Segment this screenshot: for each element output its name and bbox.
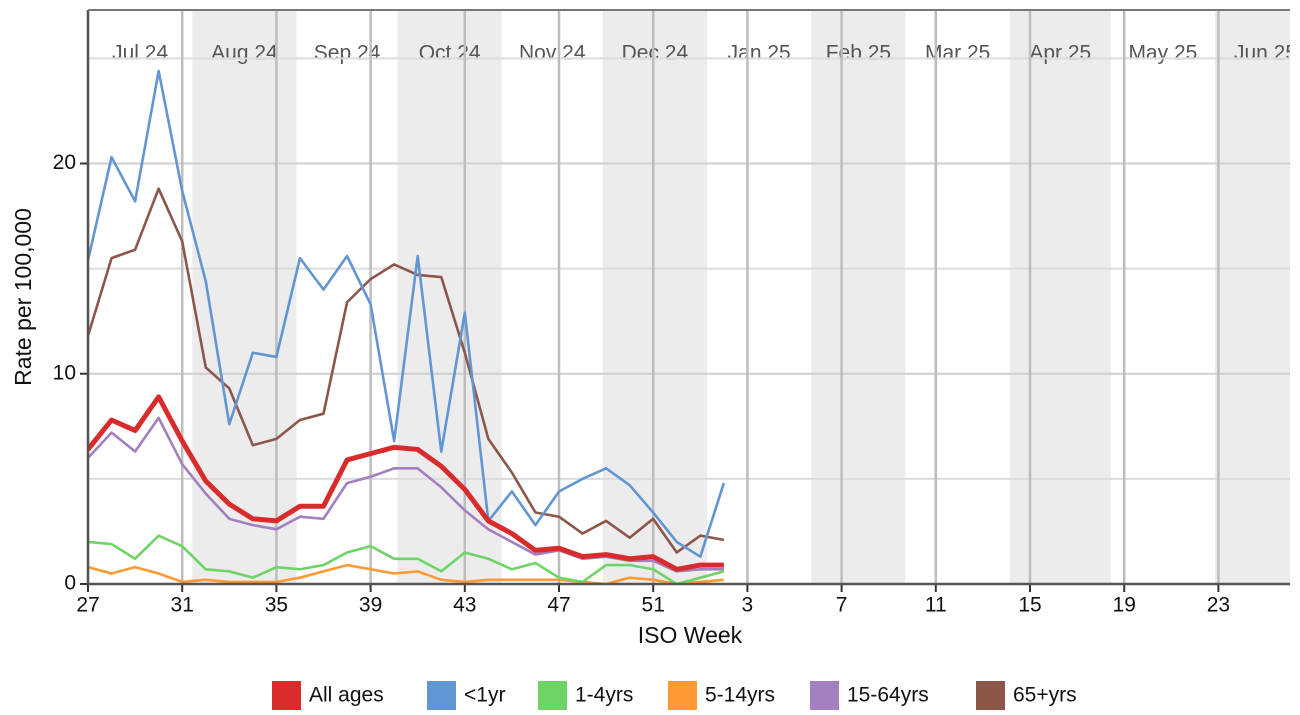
legend-swatch: [272, 681, 301, 710]
y-tick-label: 20: [53, 151, 76, 174]
y-tick-label: 10: [53, 361, 76, 384]
x-tick-label: 31: [171, 594, 194, 617]
month-label: Oct 24: [419, 42, 481, 65]
month-label: Apr 25: [1029, 42, 1091, 65]
x-tick-label: 23: [1207, 594, 1230, 617]
x-tick-label: 7: [836, 594, 848, 617]
x-tick-label: 43: [453, 594, 476, 617]
series-line: [88, 394, 724, 572]
month-label: Jan 25: [728, 42, 791, 65]
month-band: [192, 10, 297, 584]
axes: 0 10 20 27 31 35 39 43 47 51 3 7 11 15 19 23: [53, 9, 1290, 617]
legend-label: All ages: [309, 684, 384, 707]
legend: All ages <1yr 1-4yrs 5-14yrs 15-64yrs 65+yrs: [272, 681, 1077, 710]
x-axis-title: ISO Week: [638, 622, 743, 648]
legend-label: 5-14yrs: [705, 684, 775, 707]
month-band: [811, 10, 906, 584]
x-tick-label: 39: [359, 594, 382, 617]
month-band: [602, 10, 708, 584]
legend-swatch: [427, 681, 456, 710]
series-line: [88, 534, 725, 584]
series-line: [88, 69, 726, 558]
x-tick-label: 27: [76, 594, 99, 617]
y-axis-title: Rate per 100,000: [10, 208, 36, 386]
legend-label: 65+yrs: [1013, 684, 1077, 707]
x-tick-label: 15: [1018, 594, 1041, 617]
month-label: Aug 24: [211, 42, 278, 65]
x-tick-label: 47: [547, 594, 570, 617]
y-tick-label: 0: [64, 572, 76, 595]
series-line: [88, 563, 724, 584]
x-tick-label: 35: [265, 594, 288, 617]
x-tick-label: 3: [742, 594, 754, 617]
series-line: [88, 187, 725, 554]
month-label: Dec 24: [622, 42, 689, 65]
legend-swatch: [538, 681, 567, 710]
legend-swatch: [976, 681, 1005, 710]
legend-label: 1-4yrs: [575, 684, 633, 707]
month-label: Nov 24: [519, 42, 586, 65]
x-tick-label: 19: [1113, 594, 1136, 617]
legend-swatch: [668, 681, 697, 710]
month-band: [1215, 10, 1290, 584]
x-tick-label: 11: [925, 594, 947, 617]
month-label: May 25: [1128, 42, 1197, 65]
x-tick-label: 51: [642, 594, 665, 617]
month-label: Jun 25: [1234, 42, 1297, 65]
series-lines: [88, 69, 726, 584]
month-label: Jul 24: [112, 42, 168, 65]
legend-label: <1yr: [464, 684, 505, 707]
legend-swatch: [810, 681, 839, 710]
month-label: Feb 25: [826, 42, 891, 65]
month-band: [1009, 10, 1111, 584]
legend-label: 15-64yrs: [847, 684, 929, 707]
